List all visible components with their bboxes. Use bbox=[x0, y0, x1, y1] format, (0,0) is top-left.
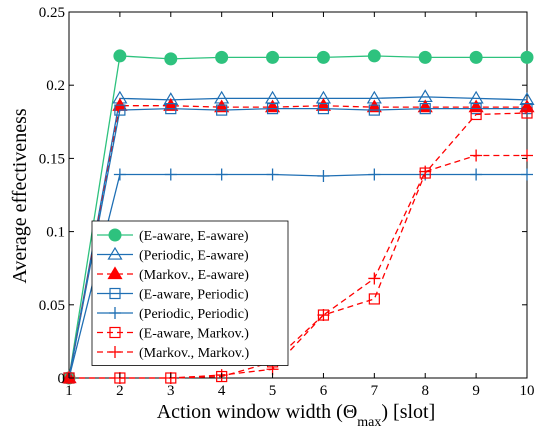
y-tick-label: 0.1 bbox=[46, 225, 65, 241]
legend-label: (E-aware, E-aware) bbox=[139, 229, 249, 244]
data-point bbox=[521, 107, 533, 119]
data-point bbox=[521, 168, 533, 181]
data-point bbox=[164, 168, 177, 181]
legend-marker bbox=[107, 266, 123, 280]
data-point bbox=[470, 168, 483, 181]
series-1 bbox=[62, 49, 534, 385]
data-point bbox=[316, 50, 330, 64]
legend-item: (Markov., Markov.) bbox=[97, 346, 249, 361]
x-tick-label: 10 bbox=[520, 383, 535, 399]
series-line bbox=[68, 55, 527, 379]
legend-item: (E-aware, E-aware) bbox=[97, 228, 249, 244]
data-point bbox=[366, 99, 382, 113]
x-tick-label: 2 bbox=[116, 383, 124, 399]
data-point bbox=[367, 49, 381, 63]
y-tick-label: 0 bbox=[58, 371, 66, 387]
data-point bbox=[266, 168, 279, 181]
ticks-layer: 1 2 3 4 5 6 7 8 9 10 0 0.05 0.1 0.15 0.2 0.25 bbox=[39, 5, 535, 399]
series-line bbox=[69, 112, 528, 379]
legend-item: (E-aware, Markov.) bbox=[97, 327, 249, 342]
y-tick-label: 0.05 bbox=[39, 298, 65, 314]
x-axis-label: Action window width (Θmax) [slot] bbox=[157, 401, 436, 426]
y-axis-label: Average effectiveness bbox=[9, 108, 31, 283]
data-point bbox=[317, 169, 330, 182]
legend-item: (E-aware, Periodic) bbox=[97, 288, 249, 303]
data-point bbox=[419, 165, 432, 178]
legend-label: (Markov., E-aware) bbox=[139, 268, 249, 283]
data-point bbox=[315, 98, 331, 111]
x-tick-label: 7 bbox=[371, 383, 379, 399]
data-point bbox=[113, 49, 127, 63]
data-point bbox=[165, 103, 177, 115]
y-tick-label: 0.25 bbox=[39, 5, 65, 21]
legend-marker bbox=[109, 287, 121, 300]
legend-marker bbox=[109, 346, 121, 358]
data-point bbox=[469, 50, 483, 64]
x-axis-label-subscript: max bbox=[357, 415, 381, 426]
legend-marker bbox=[107, 246, 123, 260]
series-line bbox=[68, 173, 527, 379]
y-tick-label: 0.15 bbox=[39, 151, 65, 167]
data-point bbox=[470, 108, 482, 121]
series-line bbox=[69, 154, 527, 379]
data-point bbox=[216, 104, 228, 116]
legend-item: (Markov., E-aware) bbox=[97, 266, 249, 283]
data-point bbox=[164, 52, 178, 66]
data-point bbox=[317, 309, 330, 322]
legend-item: (Periodic, E-aware) bbox=[97, 246, 249, 264]
x-tick-label: 8 bbox=[421, 383, 429, 399]
data-point bbox=[215, 50, 229, 64]
x-axis-label-main: Action window width (Θ bbox=[157, 401, 358, 423]
data-point bbox=[520, 50, 534, 64]
legend: (E-aware, E-aware) (Periodic, E-aware) (Ma… bbox=[91, 220, 289, 366]
x-tick-label: 5 bbox=[269, 383, 277, 399]
x-tick-label: 4 bbox=[218, 383, 226, 399]
data-point bbox=[163, 98, 179, 111]
x-tick-label: 3 bbox=[167, 383, 175, 399]
x-tick-label: 9 bbox=[472, 383, 480, 399]
x-tick-label: 1 bbox=[65, 383, 73, 399]
legend-label: (Markov., Markov.) bbox=[139, 346, 249, 361]
data-point bbox=[521, 149, 533, 162]
data-point bbox=[214, 99, 230, 113]
data-point bbox=[368, 293, 380, 305]
data-point bbox=[114, 104, 126, 116]
y-tick-label: 0.2 bbox=[46, 78, 65, 94]
legend-label: (Periodic, Periodic) bbox=[139, 307, 249, 322]
series-line bbox=[68, 107, 527, 379]
legend-marker bbox=[109, 307, 121, 319]
data-point bbox=[215, 168, 228, 181]
legend-label: (Periodic, E-aware) bbox=[139, 249, 249, 264]
data-point bbox=[368, 168, 381, 181]
data-point bbox=[266, 103, 279, 115]
data-point bbox=[368, 104, 380, 116]
data-point bbox=[470, 103, 482, 115]
data-point bbox=[368, 272, 381, 285]
series-line bbox=[68, 105, 527, 379]
data-point bbox=[470, 149, 483, 162]
legend-label: (E-aware, Markov.) bbox=[139, 327, 249, 342]
series-line bbox=[68, 96, 528, 379]
data-point bbox=[419, 103, 431, 115]
legend-item: (Periodic, Periodic) bbox=[97, 307, 249, 322]
data-point bbox=[266, 50, 280, 64]
x-tick-label: 6 bbox=[320, 383, 328, 399]
legend-marker bbox=[109, 326, 121, 339]
legend-marker bbox=[108, 228, 122, 242]
data-point bbox=[113, 168, 126, 181]
legend-label: (E-aware, Periodic) bbox=[139, 288, 249, 303]
data-point bbox=[418, 50, 432, 64]
x-axis-label-unit: ) [slot] bbox=[381, 401, 435, 423]
data-point bbox=[317, 103, 330, 115]
